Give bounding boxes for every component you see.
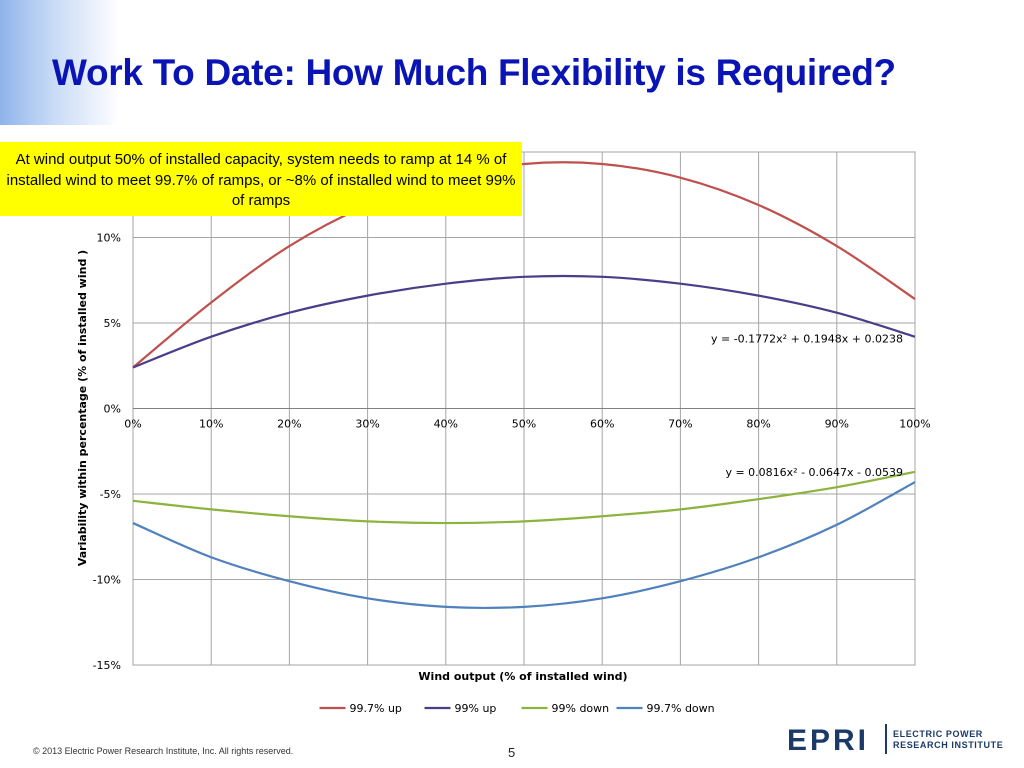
logo-line-1: ELECTRIC POWER (893, 729, 983, 739)
callout-note: At wind output 50% of installed capacity… (0, 142, 522, 216)
x-tick-label: 10% (199, 418, 223, 431)
legend-label: 99% down (552, 702, 610, 715)
legend-label: 99% up (455, 702, 497, 715)
x-tick-label: 20% (277, 418, 301, 431)
x-tick-label: 30% (355, 418, 379, 431)
legend-label: 99.7% up (350, 702, 402, 715)
x-axis-label: Wind output (% of installed wind) (418, 670, 627, 683)
y-tick-label: 10% (97, 232, 121, 245)
corner-gradient (0, 0, 120, 125)
y-tick-label: -5% (100, 488, 121, 501)
x-tick-label: 70% (668, 418, 692, 431)
y-tick-label: -10% (93, 574, 121, 587)
legend-label: 99.7% down (647, 702, 715, 715)
x-tick-label: 60% (590, 418, 614, 431)
series-line (132, 274, 916, 369)
x-tick-label: 0% (124, 418, 141, 431)
chart-grid (132, 151, 916, 666)
trendline-equation: y = 0.0816x² - 0.0647x - 0.0539 (725, 466, 903, 479)
y-tick-label: 5% (104, 317, 121, 330)
epri-logo: EPRI (787, 724, 887, 756)
y-tick-label: 0% (104, 403, 121, 416)
chart-ticks: 0%10%20%30%40%50%60%70%80%90%100%15%10%5… (93, 146, 931, 672)
logo-line-2: RESEARCH INSTITUTE (893, 740, 1004, 750)
y-axis-label: Variability within percentage (% of inst… (76, 250, 89, 566)
logo-divider (885, 724, 887, 754)
series-line (132, 481, 916, 610)
slide-title: Work To Date: How Much Flexibility is Re… (52, 52, 896, 93)
epri-wordmark: EPRI (787, 724, 869, 756)
y-tick-label: -15% (93, 659, 121, 672)
chart-legend: 99.7% up 99% up 99% down 99.7% down (319, 702, 715, 715)
copyright-footer: © 2013 Electric Power Research Institute… (33, 746, 294, 756)
trendline-equation: y = -0.1772x² + 0.1948x + 0.0238 (711, 333, 903, 346)
x-tick-label: 80% (746, 418, 770, 431)
chart-series (132, 161, 916, 610)
series-line (132, 470, 916, 525)
series-line (132, 161, 916, 369)
x-tick-label: 40% (434, 418, 458, 431)
page-number: 5 (508, 745, 516, 760)
chart-annotations: y = -0.1772x² + 0.1948x + 0.0238 y = 0.08… (711, 333, 903, 479)
x-tick-label: 90% (825, 418, 849, 431)
x-tick-label: 50% (512, 418, 536, 431)
x-tick-label: 100% (899, 418, 930, 431)
logo-text: ELECTRIC POWER RESEARCH INSTITUTE (893, 729, 1003, 751)
